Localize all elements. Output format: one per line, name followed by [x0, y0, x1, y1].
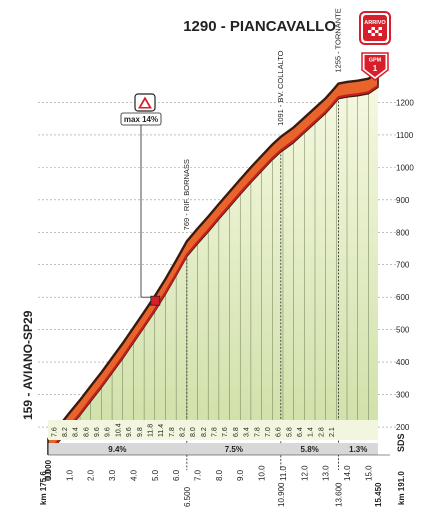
- segment-gradient-label: 5.8: [286, 427, 293, 437]
- segment-gradient-label: 10.4: [115, 423, 122, 437]
- road-ribbon: [47, 71, 379, 456]
- finish-badge-label: ARRIVO: [364, 20, 386, 26]
- gpm-badge: GPM 1: [361, 52, 389, 81]
- chart-labels: 200 300 400 500 600 700 800 900 1000 1100 1200 769 …: [44, 8, 414, 507]
- segment-gradient-label: 8.0: [190, 427, 197, 437]
- y-tick-label: 600: [396, 293, 410, 302]
- end-km-label: 15.450: [374, 482, 383, 507]
- y-tick-label: 800: [396, 228, 410, 237]
- segment-gradient-label: 6.8: [233, 427, 240, 437]
- segment-gradient-label: 11.4: [158, 424, 165, 437]
- gpm-badge-number: 1: [373, 64, 378, 73]
- sector-gradient-label: 7.5%: [225, 445, 243, 454]
- km-tick-label: 3.0: [108, 469, 117, 481]
- y-tick-label: 900: [396, 196, 410, 205]
- segment-gradient-label: 8.6: [83, 427, 90, 437]
- segment-gradient-label: 9.8: [137, 427, 144, 437]
- km-tick-label: 9.0: [236, 469, 245, 481]
- km-tick-label: 10.0: [258, 465, 267, 481]
- segment-gradient-label: 7.8: [212, 427, 219, 437]
- y-tick-label: 1100: [396, 131, 414, 140]
- segment-gradient-label: 6.6: [276, 427, 283, 437]
- km-tick-label: 1.0: [65, 469, 74, 481]
- segment-gradient-label: 6.4: [297, 427, 304, 437]
- segment-gradient-label: 7.0: [265, 427, 272, 437]
- segment-gradient-label: 9.6: [105, 427, 112, 437]
- km-tick-label: 6.0: [172, 469, 181, 481]
- km-tick-label: 8.0: [215, 469, 224, 481]
- finish-badge: ARRIVO: [359, 11, 391, 45]
- y-tick-label: 300: [396, 391, 410, 400]
- profile-fill: [48, 73, 378, 441]
- segment-gradient-label: 9.6: [126, 427, 133, 437]
- km-tick-label: 0.0: [44, 469, 53, 481]
- segment-gradient-label: 7.6: [222, 427, 229, 437]
- segment-gradient-label: 8.2: [179, 427, 186, 437]
- segment-gradient-label: 7.8: [169, 427, 176, 437]
- segment-gradient-label: 9.6: [94, 427, 101, 437]
- marker-label: 1091 - BV. COLLALTO: [276, 50, 285, 125]
- marker-km-label: 6.500: [183, 486, 192, 507]
- profile-area: [48, 73, 378, 441]
- max-gradient-marker: [150, 295, 161, 306]
- km-tick-label: 2.0: [87, 469, 96, 481]
- segment-gradient-label: 2.8: [318, 427, 325, 437]
- km-tick-label: 15.0: [364, 465, 373, 481]
- marker-km-label: 13.600: [334, 482, 343, 507]
- segment-gradient-label: 7.8: [254, 427, 261, 437]
- sector-gradient-label: 5.8%: [301, 445, 319, 454]
- chart-title: 1290 - PIANCAVALLO: [183, 18, 336, 35]
- segment-gradient-label: 8.4: [73, 427, 80, 437]
- gpm-badge-label: GPM: [369, 58, 382, 64]
- gradient-band: [48, 420, 378, 440]
- y-tick-label: 1200: [396, 98, 414, 107]
- km-tick-label: 13.0: [322, 465, 331, 481]
- base-band: [47, 420, 390, 456]
- km-drop-lines: [58, 87, 369, 440]
- road-top-edge: [47, 71, 379, 441]
- km-tick-label: 11.0: [279, 465, 288, 481]
- y-tick-label: 500: [396, 326, 410, 335]
- km-start-label: km 175.6: [39, 471, 48, 505]
- segment-gradient-label: 8.2: [201, 427, 208, 437]
- segment-gradient-label: 2.1: [329, 427, 336, 437]
- segment-gradient-label: 11.8: [147, 424, 154, 437]
- y-tick-label: 200: [396, 423, 410, 432]
- max-gradient-callout: max 14%: [120, 93, 162, 126]
- km-tick-label: 5.0: [151, 469, 160, 481]
- segment-gradient-label: 8.2: [62, 427, 69, 437]
- road-edge: [47, 84, 379, 454]
- y-tick-label: 400: [396, 358, 410, 367]
- sector-bar: [48, 443, 378, 455]
- segment-gradient-label: 1.4: [308, 427, 315, 437]
- marker-km-label: 10.900: [277, 482, 286, 507]
- km-end-label: km 191.0: [397, 471, 406, 505]
- start-km-label: 0.000: [44, 459, 53, 480]
- segment-gradient-label: 3.4: [244, 427, 251, 437]
- max-gradient-label: max 14%: [124, 115, 158, 124]
- segment-gradient-label: 7.6: [51, 427, 58, 437]
- sds-label: SDS: [396, 433, 406, 452]
- marker-label: 769 - RIF. BORNASS: [182, 159, 191, 230]
- km-tick-label: 4.0: [129, 469, 138, 481]
- start-location-label: 159 - AVIANO-SP29: [21, 310, 35, 420]
- marker-label: 1255 - TORNANTE: [333, 8, 342, 72]
- km-tick-label: 14.0: [343, 465, 352, 481]
- y-tick-label: 1000: [396, 163, 414, 172]
- km-tick-label: 7.0: [194, 469, 203, 481]
- sector-gradient-label: 9.4%: [108, 445, 126, 454]
- y-tick-label: 700: [396, 261, 410, 270]
- sector-gradient-label: 1.3%: [349, 445, 367, 454]
- km-tick-label: 12.0: [300, 465, 309, 481]
